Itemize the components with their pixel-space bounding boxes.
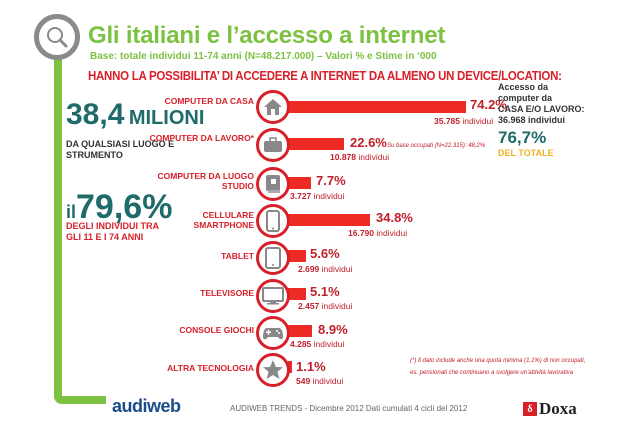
- row-label-computer-lavoro: COMPUTER DA LAVORO*: [149, 133, 254, 143]
- side-line1: Accesso da computer da: [498, 82, 553, 103]
- stat-millions-desc: DA QUALSIASI LUOGO E STRUMENTO: [66, 139, 175, 160]
- decorative-green-line: [54, 52, 62, 404]
- smartphone-icon: [256, 204, 290, 238]
- bar-console: [288, 325, 312, 337]
- row-label-televisore: TELEVISORE: [200, 288, 254, 298]
- count-computer-studio: 3.727 individui: [290, 191, 345, 201]
- row-label-console: CONSOLE GIOCHI: [179, 325, 254, 335]
- doxa-mark-icon: δ: [523, 402, 537, 416]
- stat-percent-desc: DEGLI INDIVIDUI TRA GLI 11 E I 74 ANNI: [66, 221, 159, 242]
- briefcase-icon: [256, 128, 290, 162]
- side-percent: 76,7%: [498, 128, 547, 147]
- bar-computer-casa: [288, 101, 466, 113]
- row-label-smartphone: CELLULARE SMARTPHONE: [193, 210, 254, 230]
- pct-tablet: 5.6%: [310, 246, 340, 261]
- star-icon: [256, 353, 290, 387]
- pct-computer-lavoro: 22.6%: [350, 135, 387, 150]
- gamepad-icon: [256, 316, 290, 350]
- pct-televisore: 5.1%: [310, 284, 340, 299]
- side-line2: CASA E/O LAVORO:: [498, 104, 585, 114]
- side-line3: 36.968 individui: [498, 115, 566, 125]
- pct-computer-studio: 7.7%: [316, 173, 346, 188]
- count-computer-lavoro: 10.878 individui: [330, 152, 390, 162]
- bar-televisore: [288, 288, 306, 300]
- pct-computer-casa: 74.2%: [470, 97, 507, 112]
- search-icon: [34, 14, 80, 60]
- count-smartphone: 16.790 individui: [348, 228, 408, 238]
- tv-icon: [256, 279, 290, 313]
- side-panel-summary: Accesso da computer da CASA E/O LAVORO: …: [498, 82, 628, 158]
- count-computer-casa: 35.785 individui: [434, 116, 494, 126]
- doxa-logo: δ Doxa: [523, 399, 577, 419]
- pct-console: 8.9%: [318, 322, 348, 337]
- bar-tablet: [288, 250, 306, 262]
- decorative-green-line-bottom: [54, 396, 106, 404]
- footer-source: AUDIWEB TRENDS - Dicembre 2012 Dati cumu…: [230, 404, 468, 413]
- chart-headline: HANNO LA POSSIBILITA’ DI ACCEDERE A INTE…: [88, 69, 562, 83]
- count-televisore: 2.457 individui: [298, 301, 353, 311]
- stat-millions: 38,4 MILIONI: [66, 98, 205, 131]
- tablet-icon: [256, 241, 290, 275]
- count-tablet: 2.699 individui: [298, 264, 353, 274]
- page-subtitle: Base: totale individui 11-74 anni (N=48.…: [90, 51, 437, 62]
- row-label-computer-casa: COMPUTER DA CASA: [164, 96, 254, 106]
- bar-computer-studio: [288, 177, 311, 189]
- footnote: (*) Il dato include anche una quota mini…: [410, 358, 586, 376]
- row-label-altra: ALTRA TECNOLOGIA: [167, 363, 254, 373]
- pct-smartphone: 34.8%: [376, 210, 413, 225]
- audiweb-logo: audiweb: [112, 396, 181, 416]
- row-label-tablet: TABLET: [221, 251, 254, 261]
- count-altra: 549 individui: [296, 376, 344, 386]
- row-label-computer-studio: COMPUTER DA LUOGO STUDIO: [157, 171, 255, 191]
- bar-smartphone: [288, 214, 370, 226]
- house-icon: [256, 90, 290, 124]
- stat-percent: il79,6%: [66, 188, 173, 226]
- bar-computer-lavoro: [288, 138, 344, 150]
- bar-altra: [288, 361, 292, 373]
- note-occupati: Su base occupati (N=22.315): 48,2%: [387, 143, 486, 149]
- count-console: 4.285 individui: [290, 339, 345, 349]
- book-icon: [256, 167, 290, 201]
- side-total-label: DEL TOTALE: [498, 148, 554, 158]
- page-title: Gli italiani e l’accesso a internet: [88, 22, 446, 49]
- pct-altra: 1.1%: [296, 359, 326, 374]
